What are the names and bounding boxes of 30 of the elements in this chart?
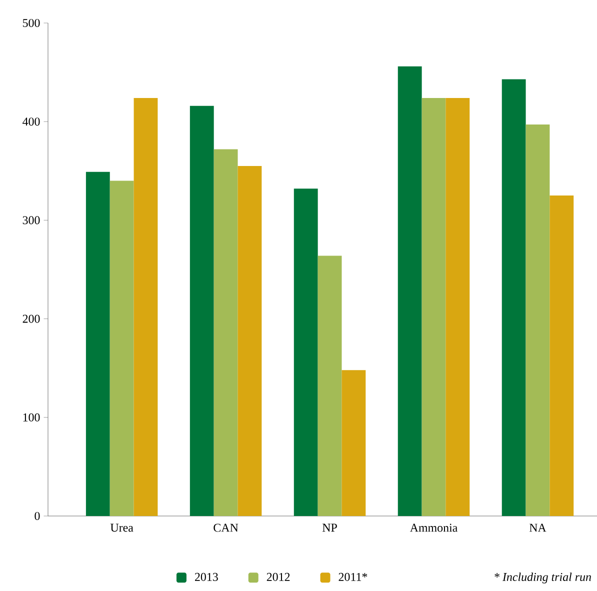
bar xyxy=(502,79,526,516)
bar xyxy=(422,98,446,516)
x-tick-label: CAN xyxy=(214,524,238,532)
bar xyxy=(110,180,134,516)
bar xyxy=(526,124,550,516)
y-tick-label: 400 xyxy=(22,118,40,126)
bar xyxy=(550,196,574,516)
y-tick-label: 300 xyxy=(22,216,40,224)
bar xyxy=(214,149,238,516)
bar xyxy=(342,370,366,516)
x-tick-label: Ammonia xyxy=(410,524,458,532)
y-tick-label: 200 xyxy=(22,314,40,323)
bar xyxy=(398,66,422,516)
y-tick-label: 0 xyxy=(34,512,40,520)
legend-label: 2012 xyxy=(266,572,290,581)
legend-label: 2013 xyxy=(195,572,218,581)
text: * Including trial run xyxy=(494,572,591,584)
bar xyxy=(86,172,110,516)
bar xyxy=(238,166,262,516)
y-tick-label: 100 xyxy=(23,413,40,422)
bar xyxy=(294,188,318,516)
bar xyxy=(190,106,214,516)
bar xyxy=(134,98,158,516)
x-tick-label: NP xyxy=(322,524,337,532)
bar xyxy=(318,256,342,516)
legend-label: 2011* xyxy=(338,572,368,581)
x-tick-label: NA xyxy=(529,524,546,532)
x-tick-label: Urea xyxy=(110,524,134,532)
bar xyxy=(446,98,470,516)
y-tick-label: 500 xyxy=(22,18,40,28)
